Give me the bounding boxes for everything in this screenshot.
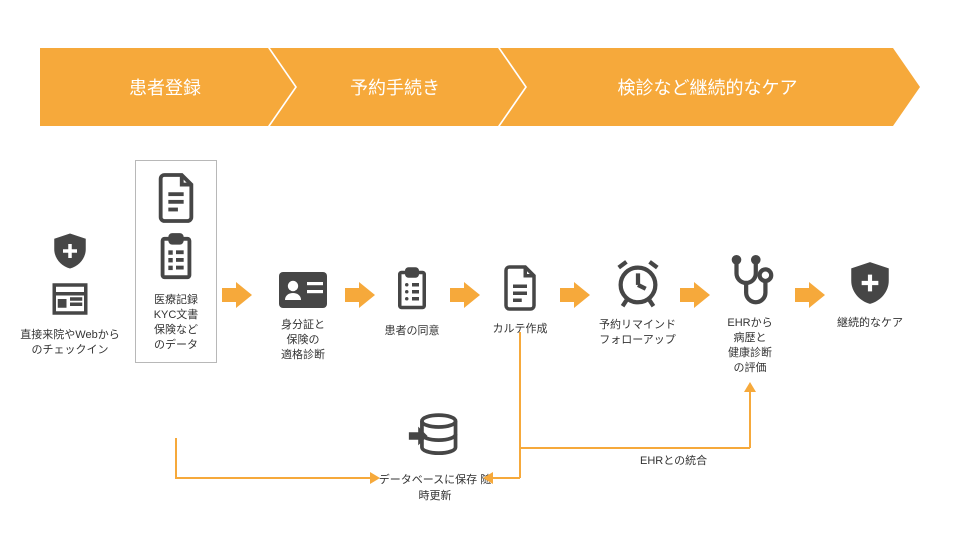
clipboard-check-icon: [153, 231, 199, 285]
step-caption: EHRから 病歴と 健康診断 の評価: [727, 316, 772, 375]
stethoscope-icon: [723, 254, 777, 308]
connector-arrowhead-icon: [744, 382, 756, 392]
chevron-label: 患者登録: [40, 48, 270, 126]
step-ehr-eval: EHRから 病歴と 健康診断 の評価: [705, 254, 795, 375]
document-lines-icon: [499, 262, 541, 314]
flow-arrow-icon: [560, 280, 590, 315]
step-caption: 医療記録 KYC文書 保険など のデータ: [154, 293, 199, 352]
connector-line: [175, 438, 177, 478]
ehr-integration-label: EHRとの統合: [640, 452, 707, 468]
chevron-stage-1: 患者登録: [40, 48, 295, 126]
connector-arrowhead-icon: [370, 472, 380, 484]
medical-shield-icon: [49, 230, 91, 272]
medical-shield-icon: [845, 258, 895, 308]
database-arrow-icon: [407, 408, 463, 464]
connector-line: [520, 447, 750, 449]
id-card-icon: [277, 270, 329, 310]
step-caption: 直接来院やWebから のチェックイン: [20, 328, 119, 358]
step-consent: 患者の同意: [372, 264, 452, 339]
step-caption: 継続的なケア: [837, 316, 903, 331]
chevron-label: 予約手続き: [270, 48, 500, 126]
step-chart: カルテ作成: [480, 262, 560, 337]
flow-arrow-icon: [345, 280, 375, 315]
document-icon: [153, 171, 199, 225]
connector-arrowhead-icon: [483, 472, 493, 484]
flow-area: 直接来院やWebから のチェックイン 医療記録 KYC文書 保: [0, 150, 960, 530]
step-caption: 身分証と 保険の 適格診断: [281, 318, 325, 363]
step-reminder: 予約リマインド フォローアップ: [590, 256, 685, 348]
step-caption: 患者の同意: [385, 324, 440, 339]
chevron-stage-3: 検診など継続的なケア: [500, 48, 920, 126]
connector-line: [175, 477, 373, 479]
step-database: データベースに保存 随時更新: [375, 408, 495, 503]
connector-line: [490, 477, 520, 479]
step-records: 医療記録 KYC文書 保険など のデータ: [135, 160, 217, 363]
chevron-row: 患者登録 予約手続き 検診など継続的なケア: [40, 48, 940, 126]
step-checkin: 直接来院やWebから のチェックイン: [20, 230, 120, 358]
step-idcheck: 身分証と 保険の 適格診断: [258, 270, 348, 363]
chevron-label: 検診など継続的なケア: [500, 48, 895, 126]
flow-arrow-icon: [450, 280, 480, 315]
alarm-clock-icon: [611, 256, 665, 310]
browser-window-icon: [49, 278, 91, 320]
chevron-stage-2: 予約手続き: [270, 48, 525, 126]
flow-arrow-icon: [795, 280, 825, 315]
connector-line: [519, 332, 521, 478]
step-caption: データベースに保存 随時更新: [375, 471, 495, 503]
connector-line: [749, 390, 751, 448]
step-ongoing: 継続的なケア: [825, 258, 915, 331]
step-caption: 予約リマインド フォローアップ: [599, 318, 676, 348]
clipboard-list-icon: [391, 264, 433, 316]
flow-arrow-icon: [222, 280, 252, 315]
